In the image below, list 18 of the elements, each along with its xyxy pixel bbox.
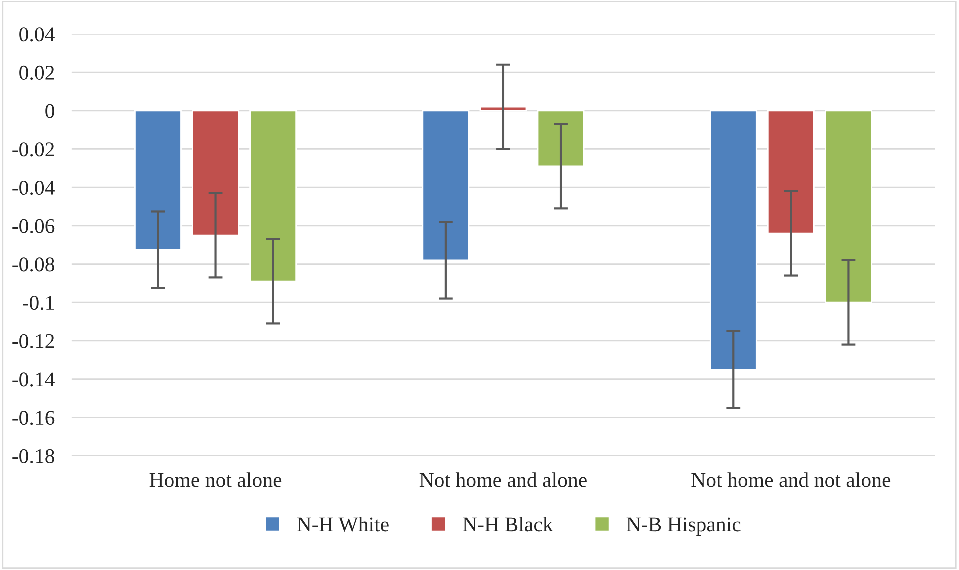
y-tick-label: -0.08 bbox=[12, 258, 54, 272]
y-tick-label: -0.16 bbox=[12, 411, 55, 426]
y-tick-label: -0.18 bbox=[12, 449, 54, 464]
y-tick-label: 0.02 bbox=[20, 66, 54, 80]
y-tick-label: 0.04 bbox=[20, 28, 55, 42]
legend-label: N-H Black bbox=[463, 517, 554, 532]
x-tick-label: Not home and not alone bbox=[692, 472, 891, 488]
y-tick-label: -0.12 bbox=[12, 334, 54, 348]
x-tick-label: Home not alone bbox=[150, 472, 282, 488]
legend-label: N-H White bbox=[297, 517, 389, 532]
y-tick-label: -0.06 bbox=[12, 219, 55, 234]
y-tick-label: -0.04 bbox=[12, 180, 55, 196]
y-tick-label: -0.1 bbox=[23, 296, 54, 310]
y-tick-label: 0 bbox=[46, 104, 54, 118]
x-tick-label: Not home and alone bbox=[420, 472, 587, 488]
y-tick-label: -0.14 bbox=[12, 372, 55, 387]
y-tick-label: -0.02 bbox=[12, 142, 54, 157]
legend-label: N-B Hispanic bbox=[626, 518, 741, 536]
